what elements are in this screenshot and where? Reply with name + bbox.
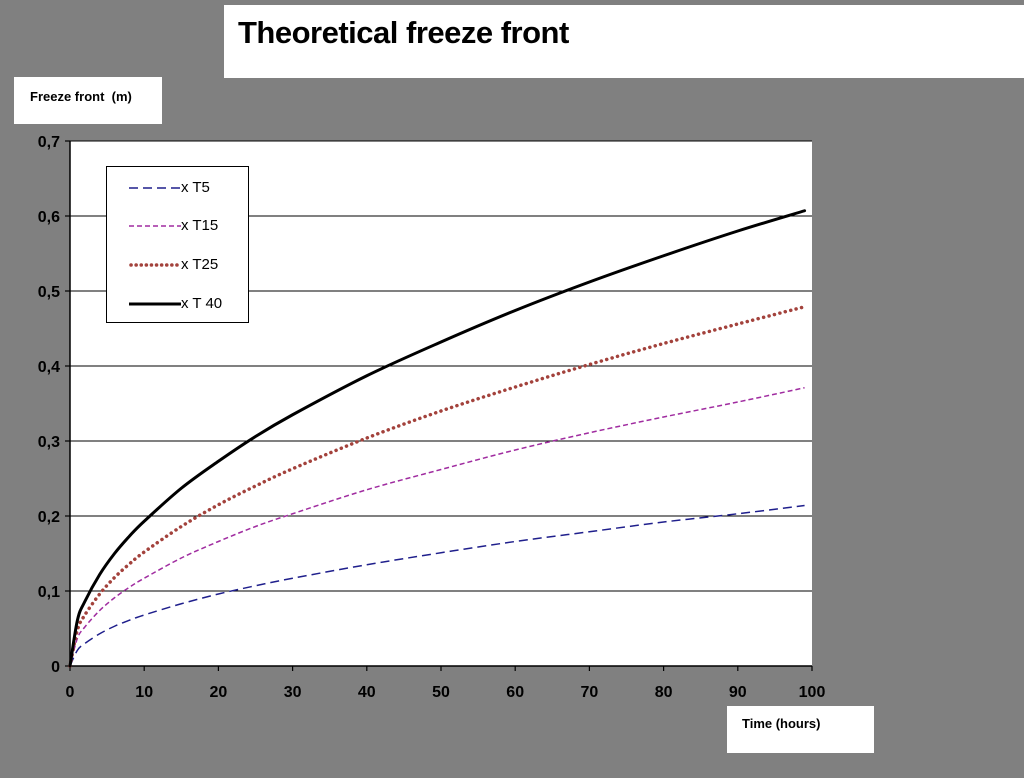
x-tick-label: 80 — [655, 684, 673, 701]
x-tick-label: 90 — [729, 684, 747, 701]
x-tick-label: 100 — [799, 684, 826, 701]
series-line-2 — [68, 305, 807, 668]
legend-item-t25: x T25 — [125, 254, 249, 274]
x-tick-label: 10 — [135, 684, 153, 701]
x-tick-label: 40 — [358, 684, 376, 701]
y-axis-label: Freeze front (m) — [30, 89, 132, 104]
y-tick-label: 0,1 — [38, 584, 60, 601]
y-tick-label: 0,3 — [38, 434, 60, 451]
series-line-0 — [69, 504, 805, 667]
x-tick-label: 60 — [506, 684, 524, 701]
chart-title: Theoretical freeze front — [238, 15, 569, 50]
y-tick-label: 0 — [51, 659, 60, 676]
y-tick-label: 0,5 — [38, 284, 60, 301]
legend-item-t40: x T 40 — [125, 293, 249, 313]
y-tick-label: 0,2 — [38, 509, 60, 526]
legend-label-t40: x T 40 — [181, 295, 223, 312]
x-tick-label: 50 — [432, 684, 450, 701]
y-tick-label: 0,4 — [38, 359, 60, 376]
y-axis-label-box: Freeze front (m) — [14, 77, 162, 124]
x-axis-label: Time (hours) — [742, 716, 821, 731]
series-line-1 — [69, 387, 805, 667]
legend-swatch-t15 — [129, 225, 181, 227]
y-tick-label: 0,6 — [38, 209, 60, 226]
legend-item-t5: x T5 — [125, 177, 249, 197]
x-tick-label: 30 — [284, 684, 302, 701]
legend-swatch-t25 — [129, 263, 181, 267]
x-tick-label: 0 — [66, 684, 75, 701]
legend-label-t15: x T15 — [181, 217, 219, 234]
chart-title-box: Theoretical freeze front — [224, 5, 1024, 78]
x-tick-label: 20 — [210, 684, 228, 701]
legend-swatch-t40 — [129, 302, 181, 306]
legend-swatch-t5 — [129, 187, 181, 189]
chart-legend: x T5 x T15 x T25 x T 40 — [106, 166, 249, 323]
x-axis-label-box: Time (hours) — [727, 706, 874, 753]
x-tick-label: 70 — [581, 684, 599, 701]
legend-label-t25: x T25 — [181, 256, 219, 273]
legend-item-t15: x T15 — [125, 215, 249, 235]
series-line-3 — [68, 209, 807, 668]
legend-label-t5: x T5 — [181, 179, 210, 196]
y-tick-label: 0,7 — [38, 134, 60, 151]
